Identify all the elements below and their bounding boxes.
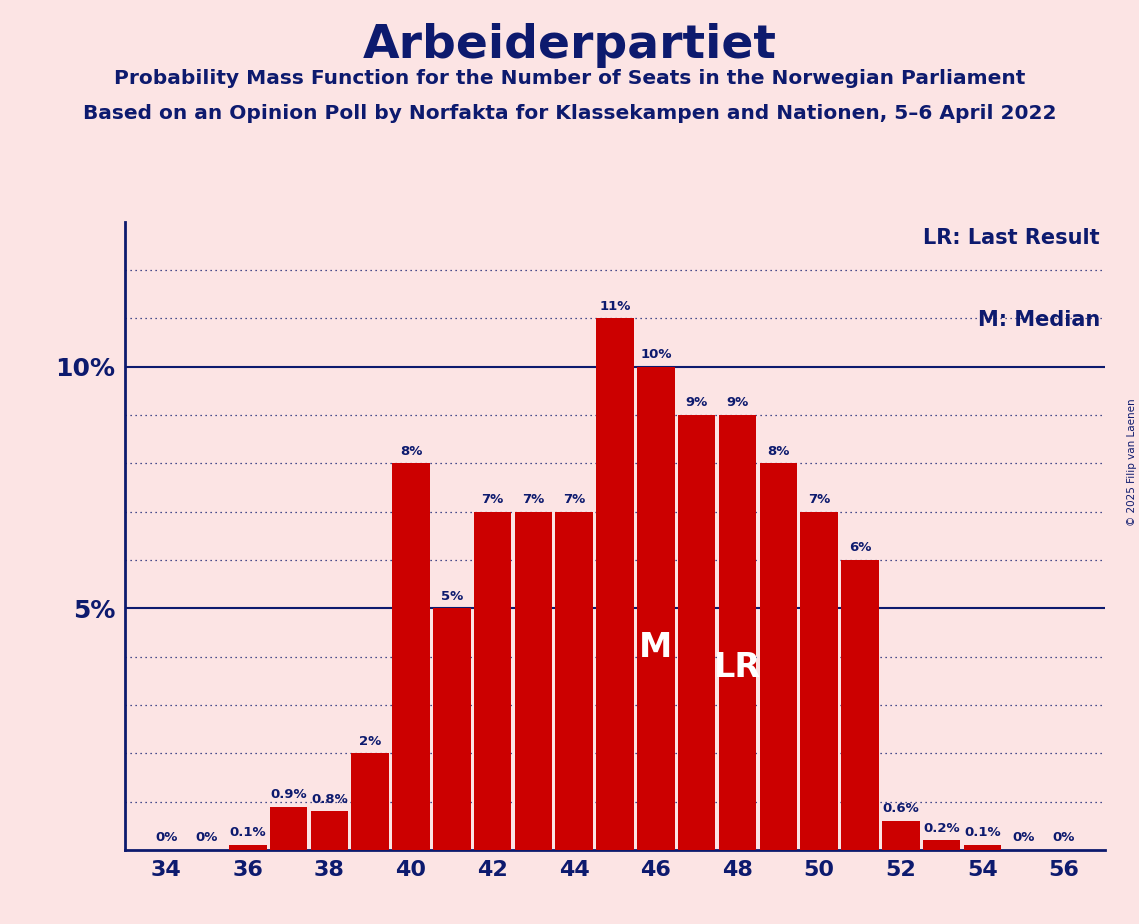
Text: 0.9%: 0.9%: [270, 788, 306, 801]
Bar: [719, 415, 756, 850]
Bar: [842, 560, 878, 850]
Text: 0%: 0%: [155, 832, 178, 845]
Bar: [433, 608, 470, 850]
Text: Arbeiderpartiet: Arbeiderpartiet: [362, 23, 777, 68]
Bar: [474, 512, 511, 850]
Text: 9%: 9%: [686, 396, 707, 409]
Text: 0%: 0%: [196, 832, 218, 845]
Bar: [515, 512, 552, 850]
Bar: [801, 512, 838, 850]
Bar: [923, 841, 960, 850]
Text: 6%: 6%: [849, 541, 871, 554]
Bar: [760, 464, 797, 850]
Text: 0.1%: 0.1%: [964, 826, 1001, 839]
Text: 0%: 0%: [1052, 832, 1075, 845]
Text: 0.2%: 0.2%: [924, 821, 960, 834]
Text: 7%: 7%: [482, 492, 503, 506]
Bar: [270, 807, 308, 850]
Text: 5%: 5%: [441, 590, 462, 602]
Bar: [352, 753, 388, 850]
Bar: [311, 811, 349, 850]
Text: © 2025 Filip van Laenen: © 2025 Filip van Laenen: [1126, 398, 1137, 526]
Text: LR: LR: [714, 650, 761, 684]
Bar: [229, 845, 267, 850]
Text: M: M: [639, 630, 672, 663]
Bar: [556, 512, 593, 850]
Bar: [597, 319, 633, 850]
Text: 8%: 8%: [400, 444, 423, 457]
Text: 11%: 11%: [599, 299, 631, 312]
Bar: [678, 415, 715, 850]
Text: 9%: 9%: [727, 396, 748, 409]
Text: LR: Last Result: LR: Last Result: [924, 228, 1100, 248]
Text: 8%: 8%: [768, 444, 789, 457]
Text: 7%: 7%: [523, 492, 544, 506]
Bar: [637, 367, 674, 850]
Text: 0.8%: 0.8%: [311, 793, 347, 806]
Text: 0%: 0%: [1013, 832, 1034, 845]
Text: Based on an Opinion Poll by Norfakta for Klassekampen and Nationen, 5–6 April 20: Based on an Opinion Poll by Norfakta for…: [83, 104, 1056, 124]
Text: 2%: 2%: [359, 735, 382, 748]
Text: Probability Mass Function for the Number of Seats in the Norwegian Parliament: Probability Mass Function for the Number…: [114, 69, 1025, 89]
Text: M: Median: M: Median: [977, 310, 1100, 330]
Text: 0.1%: 0.1%: [229, 826, 267, 839]
Text: 7%: 7%: [563, 492, 585, 506]
Bar: [964, 845, 1001, 850]
Text: 0.6%: 0.6%: [883, 802, 919, 815]
Bar: [882, 821, 919, 850]
Text: 7%: 7%: [808, 492, 830, 506]
Bar: [392, 464, 429, 850]
Text: 10%: 10%: [640, 348, 672, 361]
